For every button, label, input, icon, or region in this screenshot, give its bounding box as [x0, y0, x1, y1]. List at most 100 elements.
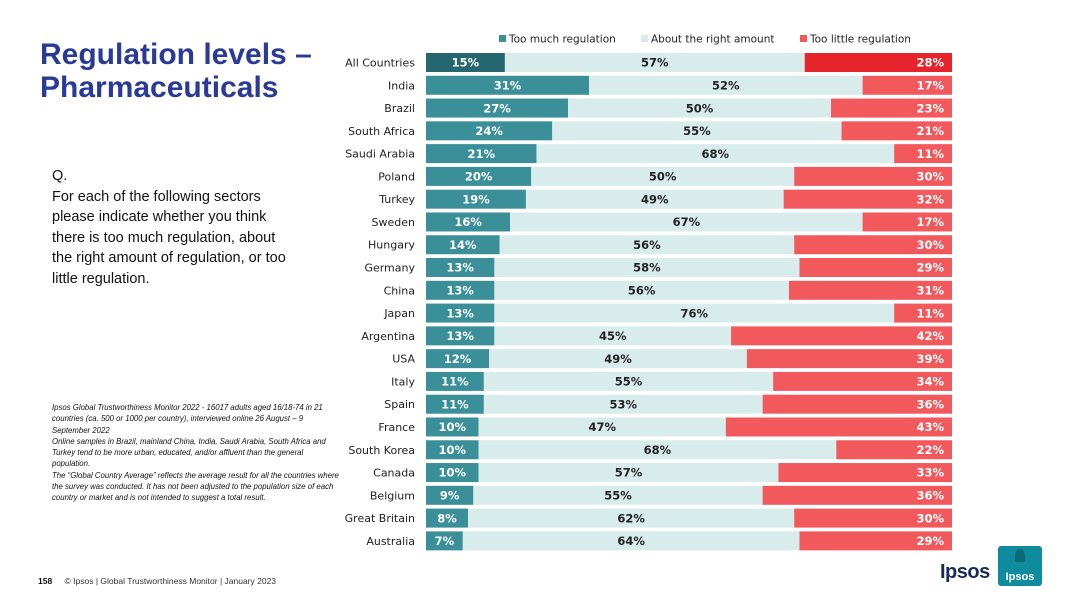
- bar-too-little-regulation-argentina: [731, 326, 952, 346]
- category-label-turkey: Turkey: [378, 193, 415, 206]
- bar-too-little-regulation-south-africa: [841, 121, 952, 141]
- bar-too-little-regulation-japan: [894, 303, 952, 323]
- data-label-too-little-regulation-canada: 33%: [916, 466, 944, 480]
- data-label-too-little-regulation-china: 31%: [916, 284, 944, 298]
- data-label-too-much-regulation-turkey: 19%: [462, 192, 490, 206]
- bar-about-the-right-amount-australia: [462, 531, 800, 551]
- bar-too-much-regulation-hungary: [426, 235, 500, 255]
- bar-too-much-regulation-sweden: [426, 212, 511, 232]
- data-label-about-the-right-amount-germany: 58%: [633, 261, 661, 275]
- category-label-south-korea: South Korea: [348, 444, 415, 457]
- bar-about-the-right-amount-italy: [483, 371, 774, 391]
- bar-too-much-regulation-india: [426, 75, 590, 95]
- category-label-brazil: Brazil: [384, 102, 415, 115]
- data-label-too-little-regulation-hungary: 30%: [916, 238, 944, 252]
- bar-too-little-regulation-turkey: [783, 189, 952, 209]
- data-label-too-much-regulation-france: 10%: [439, 420, 467, 434]
- legend-label-too-much-regulation: Too much regulation: [508, 34, 616, 46]
- bar-too-little-regulation-india: [862, 75, 952, 95]
- data-label-too-little-regulation-south-africa: 21%: [916, 124, 944, 138]
- data-label-too-much-regulation-canada: 10%: [439, 466, 467, 480]
- data-label-too-little-regulation-turkey: 32%: [916, 192, 944, 206]
- bar-too-little-regulation-hungary: [794, 235, 952, 255]
- category-label-australia: Australia: [366, 535, 415, 548]
- data-label-too-much-regulation-saudi-arabia: 21%: [467, 147, 495, 161]
- legend-label-too-little-regulation: Too little regulation: [809, 34, 911, 46]
- data-label-too-little-regulation-france: 43%: [916, 420, 944, 434]
- category-label-usa: USA: [392, 353, 415, 366]
- category-label-china: China: [384, 284, 415, 297]
- category-label-japan: Japan: [383, 307, 415, 320]
- category-label-canada: Canada: [373, 467, 415, 480]
- bar-too-little-regulation-south-korea: [836, 440, 952, 460]
- bar-too-little-regulation-france: [725, 417, 952, 437]
- question-text: For each of the following sectors please…: [52, 188, 286, 287]
- category-label-italy: Italy: [391, 375, 415, 388]
- data-label-about-the-right-amount-argentina: 45%: [599, 329, 627, 343]
- bar-too-much-regulation-canada: [426, 463, 479, 483]
- data-label-too-much-regulation-usa: 12%: [444, 352, 472, 366]
- page-number: 158: [38, 576, 53, 586]
- bar-too-much-regulation-france: [426, 417, 479, 437]
- bar-too-little-regulation-australia: [799, 531, 952, 551]
- category-label-germany: Germany: [364, 262, 415, 275]
- bar-too-much-regulation-south-korea: [426, 440, 479, 460]
- category-label-poland: Poland: [378, 170, 415, 183]
- page-title: Regulation levels – Pharmaceuticals: [40, 38, 312, 104]
- data-label-about-the-right-amount-all-countries: 57%: [641, 56, 669, 70]
- data-label-too-little-regulation-all-countries: 28%: [916, 56, 944, 70]
- data-label-too-much-regulation-spain: 11%: [441, 397, 469, 411]
- bar-too-little-regulation-spain: [762, 394, 952, 414]
- bar-too-little-regulation-brazil: [831, 98, 952, 118]
- bar-too-much-regulation-italy: [426, 371, 484, 391]
- bar-too-little-regulation-poland: [794, 166, 952, 186]
- data-label-too-much-regulation-india: 31%: [494, 78, 522, 92]
- logo-glyph: [1015, 549, 1025, 562]
- bar-about-the-right-amount-hungary: [499, 235, 795, 255]
- data-label-too-much-regulation-brazil: 27%: [483, 101, 511, 115]
- bar-too-little-regulation-germany: [799, 258, 952, 278]
- footer-text: © Ipsos | Global Trustworthiness Monitor…: [64, 576, 277, 586]
- data-label-too-little-regulation-poland: 30%: [916, 170, 944, 184]
- legend-label-about-the-right-amount: About the right amount: [651, 34, 774, 46]
- data-label-about-the-right-amount-poland: 50%: [649, 170, 677, 184]
- data-label-too-little-regulation-argentina: 42%: [916, 329, 944, 343]
- data-label-about-the-right-amount-brazil: 50%: [686, 101, 714, 115]
- category-label-sweden: Sweden: [372, 216, 415, 229]
- data-label-too-little-regulation-saudi-arabia: 11%: [916, 147, 944, 161]
- data-label-too-little-regulation-brazil: 23%: [916, 101, 944, 115]
- bar-too-much-regulation-germany: [426, 258, 495, 278]
- data-label-too-much-regulation-argentina: 13%: [446, 329, 474, 343]
- bar-about-the-right-amount-japan: [494, 303, 895, 323]
- bar-about-the-right-amount-south-africa: [552, 121, 842, 141]
- bar-about-the-right-amount-saudi-arabia: [536, 144, 895, 164]
- data-label-too-much-regulation-south-africa: 24%: [475, 124, 503, 138]
- data-label-about-the-right-amount-turkey: 49%: [641, 192, 669, 206]
- footer: 158 © Ipsos | Global Trustworthiness Mon…: [38, 576, 276, 586]
- data-label-about-the-right-amount-belgium: 55%: [604, 489, 632, 503]
- category-label-saudi-arabia: Saudi Arabia: [345, 148, 415, 161]
- bar-about-the-right-amount-germany: [494, 258, 800, 278]
- data-label-too-much-regulation-poland: 20%: [465, 170, 493, 184]
- data-label-about-the-right-amount-south-korea: 68%: [644, 443, 672, 457]
- category-label-all-countries: All Countries: [345, 57, 415, 70]
- category-label-spain: Spain: [384, 398, 415, 411]
- category-label-france: France: [378, 421, 415, 434]
- data-label-about-the-right-amount-south-africa: 55%: [683, 124, 711, 138]
- bar-too-much-regulation-south-africa: [426, 121, 553, 141]
- data-label-about-the-right-amount-usa: 49%: [604, 352, 632, 366]
- logo-badge-text: Ipsos: [1005, 571, 1035, 583]
- data-label-too-much-regulation-australia: 7%: [435, 534, 455, 548]
- methodology-line: The “Global Country Average” reflects th…: [52, 470, 339, 503]
- bar-about-the-right-amount-brazil: [568, 98, 832, 118]
- bar-about-the-right-amount-great-britain: [468, 508, 795, 528]
- methodology-line: Ipsos Global Trustworthiness Monitor 202…: [52, 403, 323, 435]
- data-label-too-much-regulation-great-britain: 8%: [437, 511, 457, 525]
- data-label-about-the-right-amount-saudi-arabia: 68%: [702, 147, 730, 161]
- bar-too-much-regulation-japan: [426, 303, 495, 323]
- methodology-line: Online samples in Brazil, mainland China…: [52, 436, 326, 469]
- data-label-too-little-regulation-japan: 11%: [916, 306, 944, 320]
- data-label-about-the-right-amount-great-britain: 62%: [617, 511, 645, 525]
- data-label-too-little-regulation-italy: 34%: [916, 375, 944, 389]
- data-label-too-much-regulation-sweden: 16%: [454, 215, 482, 229]
